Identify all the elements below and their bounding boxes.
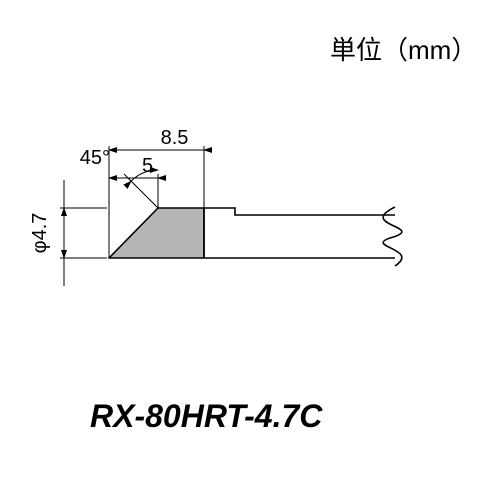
tip-fill <box>109 208 204 258</box>
body-outline <box>204 208 395 258</box>
part-number-label: RX-80HRT-4.7C <box>90 398 322 435</box>
dim-value-length2: 5 <box>142 155 153 177</box>
break-symbol <box>383 207 402 266</box>
dim-value-length1: 8.5 <box>161 127 189 149</box>
dim-value-diameter: φ4.7 <box>29 213 51 254</box>
ext-line <box>124 174 158 208</box>
dim-value-angle: 45° <box>80 147 110 169</box>
unit-label: 単位（mm） <box>330 30 477 67</box>
